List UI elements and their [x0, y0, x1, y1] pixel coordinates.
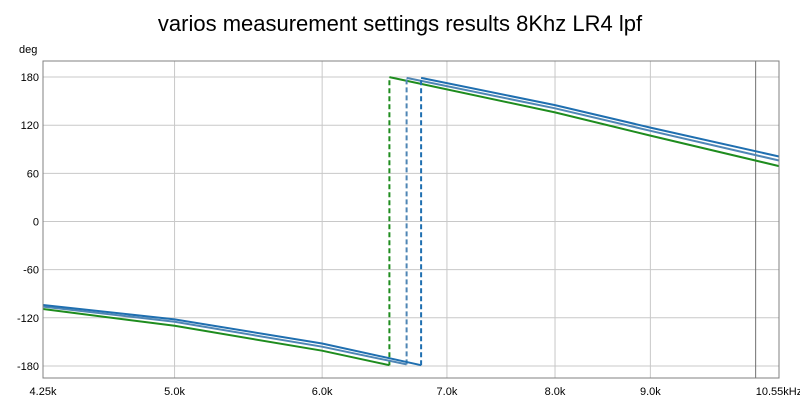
plot-frame: [42, 60, 780, 379]
y-tick-label: -120: [17, 313, 39, 325]
y-tick-label: 60: [27, 168, 39, 180]
series-line-lower: [42, 308, 390, 367]
y-tick-label: 0: [33, 217, 39, 229]
plot-background: [43, 61, 779, 378]
y-tick-label: -60: [23, 265, 39, 277]
series-line-upper: [406, 76, 780, 162]
x-tick-label: 10.55kHz: [756, 386, 800, 398]
x-tick-label: 7.0k: [437, 386, 458, 398]
y-tick-label: 180: [21, 72, 39, 84]
y-tick-label: -180: [17, 361, 39, 373]
x-tick-label: 8.0k: [545, 386, 566, 398]
x-tick-label: 6.0k: [312, 386, 333, 398]
x-tick-label: 9.0k: [640, 386, 661, 398]
series-line-lower: [42, 305, 407, 366]
x-tick-label: 4.25k: [30, 386, 57, 398]
series-line-upper: [420, 76, 780, 158]
series-line-lower: [42, 304, 422, 367]
plot-area: 4.25k 5.0k 6.0k 7.0k 8.0k 9.0k 10.55kHz 180 120 6…: [17, 60, 800, 398]
y-axis-unit-label: deg: [19, 44, 37, 56]
y-tick-label: 120: [21, 120, 39, 132]
chart-title: varios measurement settings results 8Khz…: [158, 11, 643, 36]
series-line-upper: [389, 76, 780, 168]
x-tick-label: 5.0k: [164, 386, 185, 398]
